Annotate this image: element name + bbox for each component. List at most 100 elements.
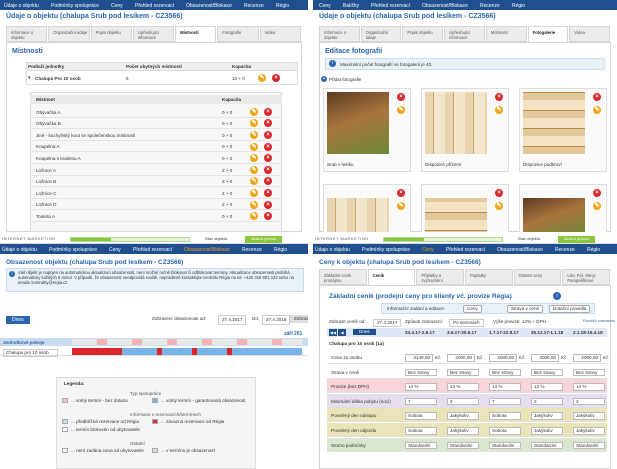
add-photo-button[interactable]: Přidat fotografie xyxy=(329,77,362,82)
nav-item[interactable]: Recenze xyxy=(244,2,264,9)
nav-item[interactable]: Obsazenost/Blokace xyxy=(184,246,230,253)
edit-icon[interactable]: ✎ xyxy=(250,142,258,151)
row-cell[interactable]: Bez stravy xyxy=(447,368,479,377)
edit-option[interactable]: Dotační pravidla xyxy=(549,305,591,313)
row-cell[interactable]: Standardní xyxy=(573,441,605,450)
tab-label[interactable]: Upřesňující informace xyxy=(137,30,160,41)
row-cell[interactable]: Jakýkoliv xyxy=(573,427,605,435)
delete-icon[interactable]: × xyxy=(593,93,601,101)
edit-icon[interactable]: ✎ xyxy=(593,106,601,114)
edit-icon[interactable]: ✎ xyxy=(250,212,258,221)
delete-icon[interactable]: × xyxy=(264,165,272,174)
unit-select[interactable]: Chalupa pro 10 osob xyxy=(3,349,58,357)
row-cell[interactable]: Standardní xyxy=(531,441,563,450)
row-cell[interactable]: 13 % xyxy=(531,383,563,391)
tab-label[interactable]: Ceník xyxy=(372,273,385,278)
tab[interactable]: Popis objektu xyxy=(90,26,132,42)
row-cell[interactable]: Bez stravy xyxy=(573,368,605,377)
row-cell[interactable]: 13 % xyxy=(573,383,605,391)
nav-item[interactable]: Přehled rezervací xyxy=(135,2,175,9)
edit-icon[interactable]: ✎ xyxy=(258,74,266,82)
nav-item[interactable]: Ceny xyxy=(109,246,121,253)
row-cell[interactable]: Bez stravy xyxy=(405,368,437,377)
tab[interactable]: Fotografie xyxy=(217,26,259,42)
row-cell[interactable]: Sobota xyxy=(405,427,437,435)
tab[interactable]: Upřesňující informace xyxy=(132,26,175,42)
row-cell[interactable]: Sobota xyxy=(405,412,437,420)
tab-label[interactable]: Základní ceník pronájmu xyxy=(324,273,352,284)
nav-item[interactable]: Régio xyxy=(276,2,290,9)
row-cell[interactable]: 2 xyxy=(573,397,605,406)
delete-icon[interactable]: × xyxy=(264,189,272,197)
row-cell[interactable]: Standardní xyxy=(489,441,521,450)
delete-icon[interactable]: × xyxy=(264,131,272,139)
tab-label[interactable]: Informace o objektu xyxy=(324,30,347,41)
tab[interactable]: Informace o objektu xyxy=(319,26,360,42)
tab[interactable]: Poplatky xyxy=(465,269,513,285)
nav-item[interactable]: Údaje o objektu xyxy=(4,2,39,9)
tab-label[interactable]: Videa xyxy=(574,30,585,35)
edit-icon[interactable]: ✎ xyxy=(250,154,258,163)
delete-icon[interactable]: × xyxy=(593,189,601,197)
edit-option[interactable]: Strava v ceně xyxy=(507,305,544,313)
nav-item[interactable]: Ceny xyxy=(111,2,123,9)
row-cell[interactable]: Jakýkoliv xyxy=(531,412,563,420)
edit-icon[interactable]: ✎ xyxy=(593,202,601,210)
nav-item[interactable]: Ceny xyxy=(319,2,331,9)
row-cell[interactable]: Bez stravy xyxy=(531,368,563,377)
edit-option[interactable]: Ceny xyxy=(463,305,482,313)
date-input[interactable]: 27.4.2017 xyxy=(218,315,247,325)
edit-icon[interactable]: ✎ xyxy=(250,200,258,209)
delete-icon[interactable]: × xyxy=(264,177,272,186)
arrow-button[interactable]: ◀ xyxy=(338,329,346,336)
tab[interactable]: Ostatní ceny xyxy=(513,269,562,285)
tab[interactable]: Příplatky a zvýhodnění xyxy=(416,269,464,285)
tab[interactable]: Místnosti xyxy=(175,26,217,42)
row-cell[interactable]: Jakýkoliv xyxy=(447,427,479,435)
delete-icon[interactable]: × xyxy=(264,212,272,221)
row-cell[interactable]: 13 % xyxy=(489,383,521,391)
tab[interactable]: Videa xyxy=(569,26,610,42)
nav-item[interactable]: Podmínky spolupráce xyxy=(362,246,411,253)
delete-icon[interactable]: × xyxy=(397,189,405,197)
today-button[interactable]: Dnes xyxy=(353,329,376,335)
nav-item[interactable]: Ceny xyxy=(422,246,434,253)
row-cell[interactable]: 13 % xyxy=(447,383,479,391)
nav-item[interactable]: Recenze xyxy=(555,246,575,253)
tab-label[interactable]: Fotogalerie xyxy=(532,30,556,35)
row-cell[interactable]: 2 xyxy=(447,397,479,406)
row-cell[interactable]: Standardní xyxy=(447,441,479,450)
row-cell[interactable]: Jakýkoliv xyxy=(573,412,605,420)
date-input[interactable]: 27.4.2017 xyxy=(373,319,402,327)
date-input[interactable]: 27.4.2018 xyxy=(262,315,291,325)
edit-icon[interactable]: ✎ xyxy=(250,107,258,116)
row-cell[interactable]: Bez stravy xyxy=(489,368,521,377)
tab[interactable]: Organizační údaje xyxy=(48,26,90,42)
row-cell[interactable]: Jakýkoliv xyxy=(531,427,563,435)
row-cell[interactable]: 2 xyxy=(531,397,563,406)
nav-item[interactable]: Régio xyxy=(512,2,526,9)
tab-label[interactable]: Ostatní ceny xyxy=(518,273,543,278)
row-cell[interactable]: 2000,00 xyxy=(489,354,517,362)
nav-item[interactable]: Přehled rezervací xyxy=(133,246,173,253)
row-cell[interactable]: 2000,00 xyxy=(573,354,601,362)
tab-label[interactable]: Popis objektu xyxy=(95,30,121,35)
nav-item[interactable]: Recenze xyxy=(242,246,262,253)
tab-label[interactable]: Organizační údaje xyxy=(53,30,88,35)
row-cell[interactable]: 3140,00 xyxy=(405,354,433,362)
nav-item[interactable]: Obsazenost/Blokace xyxy=(497,246,543,253)
tab-label[interactable]: Informace o objektu xyxy=(11,30,34,41)
edit-icon[interactable]: ✎ xyxy=(250,189,258,197)
tab-label[interactable]: Upřesňující informace xyxy=(449,30,471,41)
tab-label[interactable]: Videa xyxy=(264,30,276,35)
nav-item[interactable]: Régio xyxy=(587,246,601,253)
tab-label[interactable]: Popis objektu xyxy=(407,30,433,35)
delete-icon[interactable]: × xyxy=(397,93,405,101)
delete-icon[interactable]: × xyxy=(264,200,272,209)
edit-icon[interactable]: ✎ xyxy=(250,177,258,186)
tab-label[interactable]: Místnosti xyxy=(490,30,508,35)
show-button[interactable]: Zobrazit xyxy=(290,315,308,323)
tab-label[interactable]: Poplatky xyxy=(470,273,487,278)
nav-item[interactable]: Balíčky xyxy=(343,2,360,9)
row-cell[interactable]: 13 % xyxy=(405,383,437,391)
